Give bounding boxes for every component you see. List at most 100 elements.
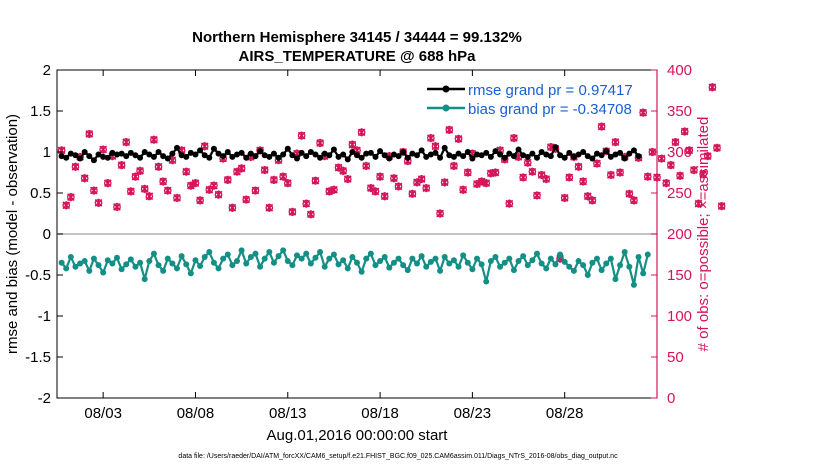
bias-point xyxy=(506,256,512,262)
y-right-tick-label: 150 xyxy=(667,267,692,284)
bias-point xyxy=(580,262,586,268)
bias-point xyxy=(202,254,208,260)
bias-point xyxy=(525,262,531,268)
bias-point xyxy=(368,251,374,257)
bias-point xyxy=(179,253,185,259)
rmse-point xyxy=(580,149,586,155)
rmse-point xyxy=(220,153,226,159)
chart-title-line2: AIRS_TEMPERATURE @ 688 hPa xyxy=(239,48,477,65)
bias-point xyxy=(539,261,545,267)
bias-point xyxy=(276,253,282,259)
y-left-tick-label: -1.5 xyxy=(25,349,51,366)
bias-point xyxy=(599,267,605,273)
bias-point xyxy=(86,268,92,274)
rmse-point xyxy=(529,151,535,157)
bias-point xyxy=(262,256,268,262)
rmse-point xyxy=(368,150,374,156)
bias-point xyxy=(405,267,411,273)
y-axis-right-label: # of obs: o=possible; ×=assimilated xyxy=(695,117,712,352)
rmse-point xyxy=(502,155,508,161)
bias-point xyxy=(451,257,457,263)
bias-point xyxy=(96,262,102,268)
rmse-point xyxy=(77,156,83,162)
bias-point xyxy=(603,261,609,267)
bias-point xyxy=(372,262,378,268)
bias-point xyxy=(132,264,138,270)
rmse-point xyxy=(243,155,249,161)
bias-point xyxy=(63,265,69,271)
bias-point xyxy=(206,249,212,255)
rmse-point xyxy=(534,155,540,161)
bias-point xyxy=(469,266,475,272)
rmse-point xyxy=(331,147,337,153)
rmse-point xyxy=(488,154,494,160)
bias-point xyxy=(534,251,540,257)
bias-point xyxy=(266,249,272,255)
y-left-tick-label: 2 xyxy=(43,62,51,79)
bias-point xyxy=(359,269,365,275)
bias-point xyxy=(423,264,429,270)
bias-point xyxy=(594,256,600,262)
bias-point xyxy=(432,256,438,262)
bias-point xyxy=(119,266,125,272)
y-left-tick-label: 0.5 xyxy=(30,185,51,202)
bias-point xyxy=(225,252,231,258)
bias-point xyxy=(557,252,563,258)
rmse-point xyxy=(239,150,245,156)
y-right-tick-label: 300 xyxy=(667,144,692,161)
legend-rmse-marker xyxy=(443,86,450,93)
rmse-point xyxy=(516,147,522,153)
rmse-point xyxy=(405,155,411,161)
chart-title-line1: Northern Hemisphere 34145 / 34444 = 99.1… xyxy=(192,29,522,46)
rmse-point xyxy=(137,155,143,161)
bias-point xyxy=(312,255,318,261)
bias-point xyxy=(562,259,568,265)
bias-point xyxy=(220,256,226,262)
bias-point xyxy=(160,268,166,274)
bias-point xyxy=(137,260,143,266)
bias-point xyxy=(257,264,263,270)
bias-point xyxy=(497,264,503,270)
rmse-point xyxy=(271,151,277,157)
rmse-point xyxy=(169,151,175,157)
bias-point xyxy=(59,260,65,266)
rmse-point xyxy=(359,155,365,161)
bias-point xyxy=(114,255,120,261)
bias-point xyxy=(331,252,337,258)
rmse-point xyxy=(548,153,554,159)
rmse-point xyxy=(400,149,406,155)
bias-point xyxy=(502,260,508,266)
bias-point xyxy=(622,249,628,255)
bias-point xyxy=(252,251,258,257)
bias-point xyxy=(400,262,406,268)
y-right-tick-label: 350 xyxy=(667,103,692,120)
bias-point xyxy=(391,260,397,266)
bias-point xyxy=(571,268,577,274)
bias-point xyxy=(483,279,489,285)
rmse-point xyxy=(294,156,300,162)
y-left-tick-label: 1 xyxy=(43,144,51,161)
bias-point xyxy=(349,254,355,260)
bias-point xyxy=(100,270,106,276)
bias-point xyxy=(529,257,535,263)
bias-point xyxy=(511,267,517,273)
rmse-point xyxy=(317,155,323,161)
x-tick-label: 08/18 xyxy=(361,405,399,422)
bias-point xyxy=(239,247,245,253)
rmse-point xyxy=(91,157,97,163)
bias-point xyxy=(280,247,286,253)
bias-point xyxy=(211,260,217,266)
rmse-point xyxy=(183,154,189,160)
rmse-point xyxy=(197,147,203,153)
bias-point xyxy=(640,270,646,276)
bias-point xyxy=(552,261,558,267)
bias-point xyxy=(326,256,332,262)
rmse-point xyxy=(622,156,628,162)
y-right-tick-label: 250 xyxy=(667,185,692,202)
rmse-point xyxy=(469,156,475,162)
bias-point xyxy=(192,257,198,263)
bias-point xyxy=(645,252,651,258)
bias-point xyxy=(386,265,392,271)
bias-point xyxy=(169,261,175,267)
